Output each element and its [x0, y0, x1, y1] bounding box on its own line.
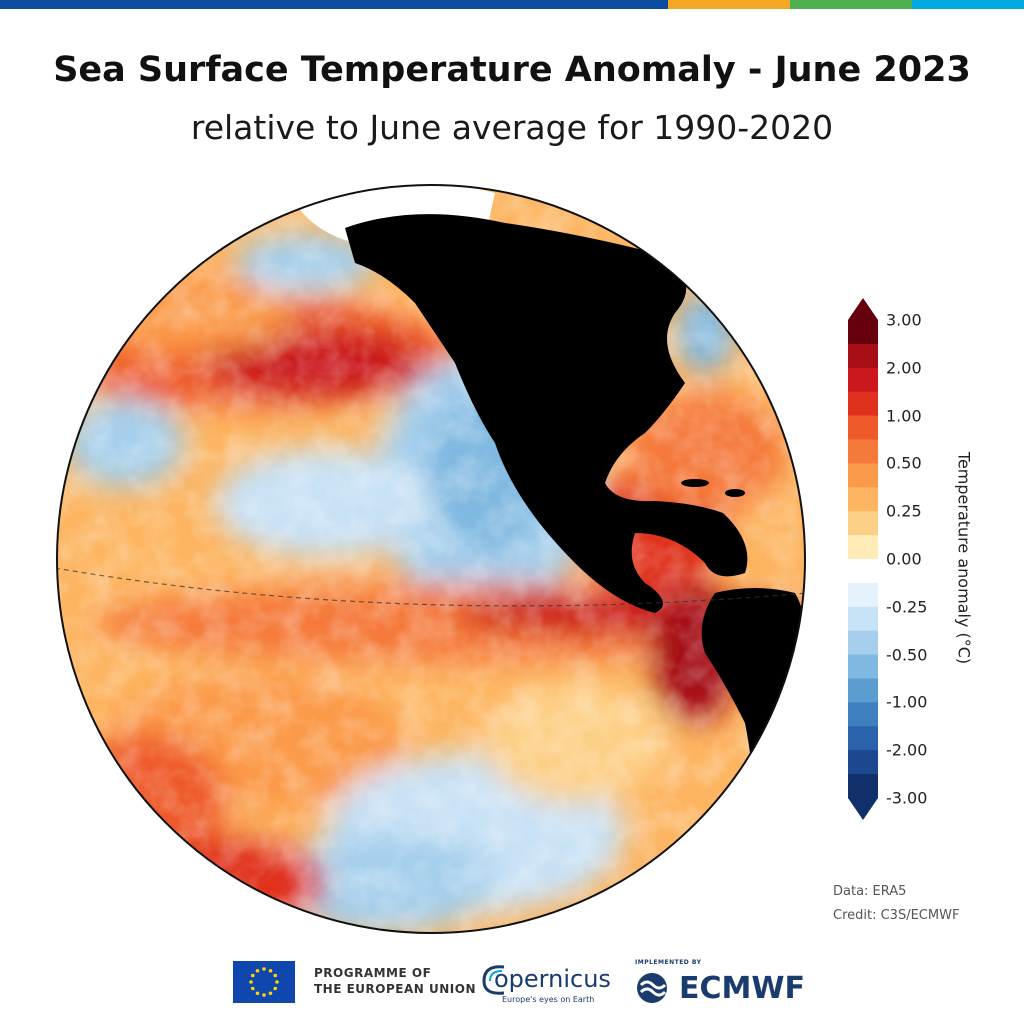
- stripe-orange: [668, 0, 790, 9]
- ecmwf-implemented-by: IMPLEMENTED BY: [635, 959, 702, 966]
- colorbar-segment: [848, 343, 878, 369]
- colorbar-segment: [848, 702, 878, 727]
- colorbar-segment: [848, 391, 878, 417]
- colorbar-tick-label: -2.00: [886, 740, 928, 760]
- colorbar-tick-label: -3.00: [886, 788, 928, 808]
- colorbar-segment: [848, 439, 878, 464]
- eu-line-2: THE EUROPEAN UNION: [314, 982, 476, 996]
- colorbar: [848, 298, 878, 820]
- eu-star: [273, 986, 278, 991]
- eu-programme-text: PROGRAMME OF THE EUROPEAN UNION: [314, 965, 476, 997]
- eu-star: [268, 968, 273, 973]
- credits-block: Data: ERA5 Credit: C3S/ECMWF: [833, 880, 959, 928]
- colorbar-tick-label: 0.25: [886, 501, 922, 521]
- colorbar-segment: [848, 726, 878, 751]
- eu-flag-icon: [233, 961, 295, 1003]
- credit-line: Credit: C3S/ECMWF: [833, 908, 960, 923]
- colorbar-tick-label: -0.50: [886, 645, 928, 665]
- data-source: Data: ERA5: [833, 884, 907, 899]
- eu-star: [250, 986, 255, 991]
- colorbar-tick-label: 2.00: [886, 358, 922, 378]
- eu-star: [249, 980, 253, 984]
- ecmwf-logo: IMPLEMENTED BY ECMWF: [635, 955, 815, 1011]
- colorbar-segment: [848, 415, 878, 440]
- ecmwf-symbol-icon: [637, 973, 667, 1003]
- eu-star: [262, 993, 266, 997]
- eu-star: [275, 980, 279, 984]
- ecmwf-name: ECMWF: [679, 971, 805, 1006]
- colorbar-tick-label: -1.00: [886, 692, 928, 712]
- colorbar-segment: [848, 606, 878, 632]
- colorbar-segment: [848, 630, 878, 656]
- eu-star: [262, 967, 266, 971]
- colorbar-segment: [848, 559, 878, 584]
- colorbar-segment: [848, 463, 878, 488]
- colorbar-tick-label: 3.00: [886, 310, 922, 330]
- colorbar-segment: [848, 750, 878, 775]
- copernicus-arc-icon: [482, 965, 505, 995]
- colorbar-tick-label: 1.00: [886, 406, 922, 426]
- eu-stars-icon: [249, 967, 279, 997]
- globe-map: [55, 183, 807, 935]
- colorbar-segment: [848, 511, 878, 536]
- map-subtitle: relative to June average for 1990-2020: [190, 108, 834, 147]
- colorbar-title: Temperature anomaly (°C): [954, 451, 974, 665]
- colorbar-tick-label: 0.50: [886, 453, 922, 473]
- stripe-blue: [0, 0, 668, 9]
- eu-star: [273, 973, 278, 978]
- colorbar-segment: [848, 535, 878, 560]
- top-color-stripe: [0, 0, 1024, 9]
- eu-star: [255, 991, 260, 996]
- stripe-green: [790, 0, 912, 9]
- colorbar-extend-max: [848, 298, 878, 320]
- footer-logos: PROGRAMME OF THE EUROPEAN UNION opernicu…: [0, 955, 1024, 1015]
- colorbar-segment: [848, 582, 878, 608]
- colorbar-extend-min: [848, 798, 878, 820]
- colorbar-segment: [848, 678, 878, 703]
- map-title: Sea Surface Temperature Anomaly - June 2…: [53, 50, 971, 90]
- eu-line-1: PROGRAMME OF: [314, 966, 432, 980]
- copernicus-name: opernicus: [494, 965, 611, 993]
- copernicus-logo: opernicus Europe's eyes on Earth: [480, 957, 611, 1009]
- eu-star: [268, 991, 273, 996]
- colorbar-segment: [848, 367, 878, 393]
- colorbar-segment: [848, 320, 878, 345]
- globe-svg: [56, 184, 806, 934]
- colorbar-tick-label: -0.25: [886, 597, 928, 617]
- colorbar-segment: [848, 487, 878, 512]
- eu-star: [250, 973, 255, 978]
- eu-star: [255, 968, 260, 973]
- colorbar-segment: [848, 654, 878, 679]
- copernicus-tagline: Europe's eyes on Earth: [502, 995, 595, 1004]
- colorbar-svg: [848, 298, 878, 820]
- stripe-cyan: [912, 0, 1024, 9]
- colorbar-segment: [848, 774, 878, 799]
- colorbar-tick-label: 0.00: [886, 549, 922, 569]
